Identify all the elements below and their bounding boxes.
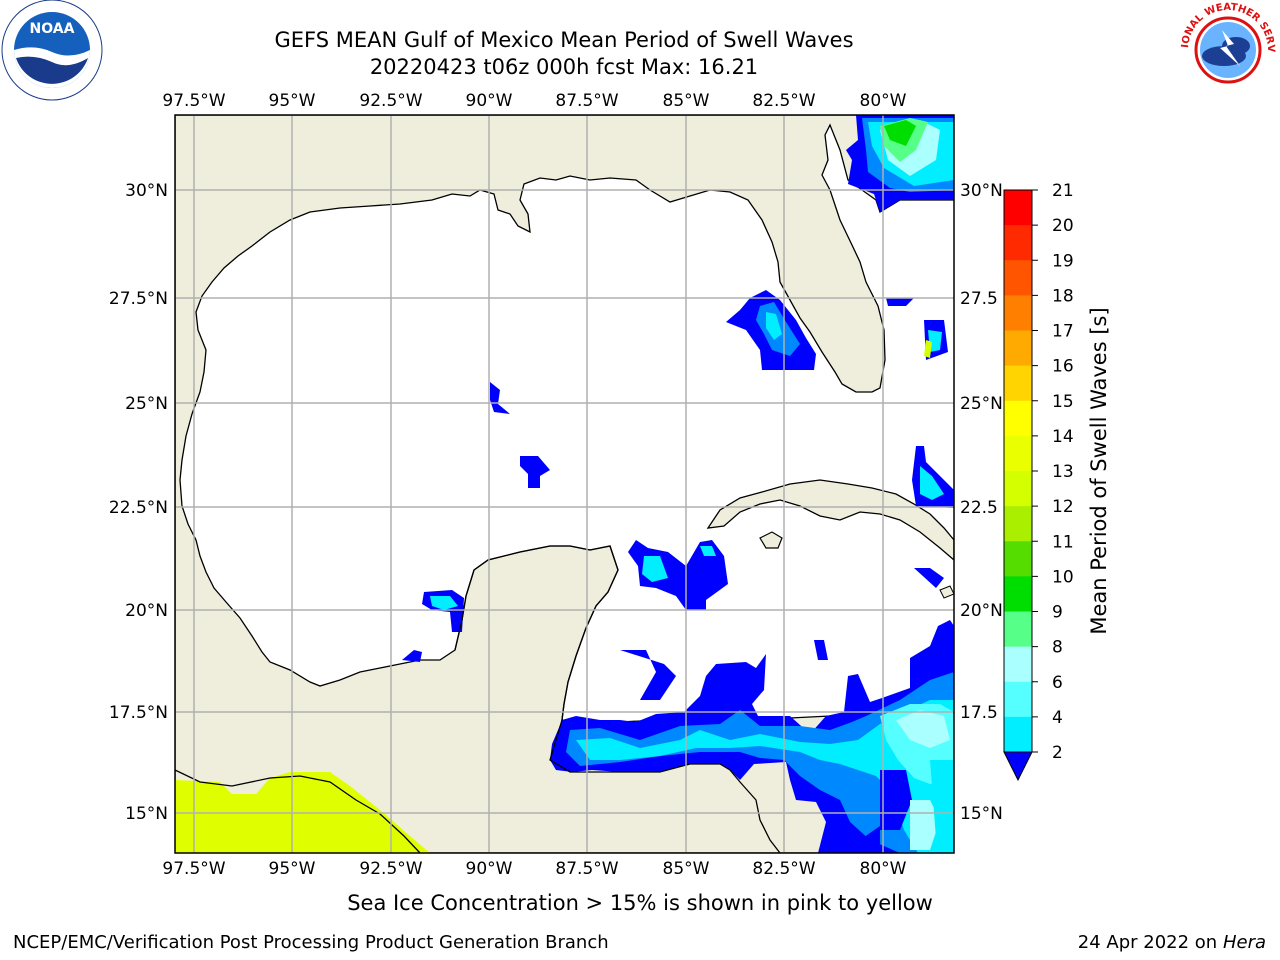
colorbar-swatch <box>1004 716 1032 753</box>
colorbar-swatch <box>1004 330 1032 367</box>
lon-label-top: 95°W <box>269 91 316 111</box>
lon-labels-bottom: 97.5°W 95°W 92.5°W 90°W 87.5°W 85°W 82.5… <box>162 859 906 879</box>
colorbar-tick-label: 2 <box>1052 743 1063 763</box>
lat-label-right: 30°N <box>960 181 1003 201</box>
lon-label-top: 92.5°W <box>359 91 422 111</box>
nws-logo: NATIONAL WEATHER SERVICE <box>1176 0 1276 98</box>
map-subtitle: 20220423 t06z 000h fcst Max: 16.21 <box>369 55 759 79</box>
swell-contours <box>402 115 954 853</box>
noaa-logo-text: NOAA <box>30 21 75 37</box>
colorbar-tick-label: 9 <box>1052 603 1063 623</box>
lon-labels-top: 97.5°W 95°W 92.5°W 90°W 87.5°W 85°W 82.5… <box>162 91 906 111</box>
lon-label-bottom: 87.5°W <box>555 859 618 879</box>
lat-label-left: 17.5°N <box>109 703 168 723</box>
colorbar-tick-label: 4 <box>1052 708 1063 728</box>
colorbar-swatch <box>1004 471 1032 507</box>
footer-credit: NCEP/EMC/Verification Post Processing Pr… <box>13 932 609 953</box>
footer-date-text: 24 Apr 2022 on <box>1077 932 1218 953</box>
lat-label-right: 22.5 <box>960 498 998 518</box>
lat-label-right: 17.5 <box>960 703 998 723</box>
footer-date: 24 Apr 2022 on Hera <box>1078 932 1266 953</box>
lon-label-bottom: 97.5°W <box>162 859 225 879</box>
colorbar-swatch <box>1004 400 1032 437</box>
graticule <box>175 115 954 853</box>
sea-ice-note: Sea Ice Concentration > 15% is shown in … <box>347 891 933 915</box>
colorbar-tick-label: 13 <box>1052 462 1074 482</box>
colorbar-tick-label: 21 <box>1052 181 1074 201</box>
colorbar-swatch <box>1004 435 1032 472</box>
land-small-island <box>939 585 954 599</box>
lon-label-top: 82.5°W <box>752 91 815 111</box>
footer-machine: Hera <box>1222 932 1266 953</box>
lat-label-left: 25°N <box>125 394 168 414</box>
colorbar-tick-label: 14 <box>1052 427 1074 447</box>
lon-label-bottom: 90°W <box>466 859 513 879</box>
lat-label-right: 15°N <box>960 804 1003 824</box>
colorbar-tick-label: 15 <box>1052 392 1074 412</box>
lon-label-top: 97.5°W <box>162 91 225 111</box>
land-isla-juventud <box>759 531 783 549</box>
colorbar-tick-label: 12 <box>1052 497 1074 517</box>
colorbar: 21 20 19 18 17 16 15 14 13 12 11 10 9 8 6 4 2 <box>1003 181 1074 782</box>
lon-label-bottom: 80°W <box>860 859 907 879</box>
lat-label-left: 27.5°N <box>109 289 168 309</box>
pacific-coast <box>175 769 421 853</box>
colorbar-swatch <box>1004 225 1032 261</box>
lat-label-left: 22.5°N <box>109 498 168 518</box>
colorbar-swatch <box>1004 260 1032 296</box>
lon-label-bottom: 95°W <box>269 859 316 879</box>
lat-labels-right: 30°N 27.5 25°N 22.5 20°N 17.5 15°N <box>960 181 1003 824</box>
colorbar-swatch <box>1004 681 1032 718</box>
lat-label-right: 20°N <box>960 601 1003 621</box>
colorbar-swatch <box>1004 576 1032 612</box>
colorbar-swatch <box>1004 646 1032 683</box>
colorbar-tick-label: 19 <box>1052 251 1074 271</box>
lat-label-left: 15°N <box>125 804 168 824</box>
noaa-logo: NOAA <box>1 0 103 101</box>
colorbar-swatch <box>1004 365 1032 402</box>
colorbar-tick-label: 16 <box>1052 357 1074 377</box>
colorbar-swatch <box>1004 295 1032 331</box>
colorbar-tick-label: 11 <box>1052 532 1074 552</box>
lat-label-left: 30°N <box>125 181 168 201</box>
lon-label-top: 80°W <box>860 91 907 111</box>
coast-yucatan <box>454 545 619 721</box>
colorbar-label: Mean Period of Swell Waves [s] <box>1087 307 1111 634</box>
lat-label-right: 25°N <box>960 394 1003 414</box>
lon-label-top: 85°W <box>663 91 710 111</box>
colorbar-swatch <box>1004 611 1032 648</box>
lat-label-right: 27.5 <box>960 289 998 309</box>
colorbar-swatch <box>1004 541 1032 577</box>
colorbar-swatch <box>1004 190 1032 226</box>
colorbar-tick-label: 17 <box>1052 322 1074 342</box>
lat-label-left: 20°N <box>125 601 168 621</box>
lon-label-top: 90°W <box>466 91 513 111</box>
lon-label-bottom: 85°W <box>663 859 710 879</box>
colorbar-swatch <box>1004 506 1032 542</box>
colorbar-tick-label: 20 <box>1052 216 1074 236</box>
lon-label-bottom: 92.5°W <box>359 859 422 879</box>
lat-labels-left: 30°N 27.5°N 25°N 22.5°N 20°N 17.5°N 15°N <box>109 181 168 824</box>
colorbar-tick-label: 18 <box>1052 286 1074 306</box>
map-title: GEFS MEAN Gulf of Mexico Mean Period of … <box>274 28 854 52</box>
colorbar-tick-label: 6 <box>1052 673 1063 693</box>
colorbar-tick-label: 10 <box>1052 567 1074 587</box>
land-cuba <box>706 479 954 561</box>
colorbar-tick-label: 8 <box>1052 638 1063 658</box>
map-frame <box>174 114 955 854</box>
colorbar-extension <box>1003 751 1033 782</box>
lon-label-top: 87.5°W <box>555 91 618 111</box>
lon-label-bottom: 82.5°W <box>752 859 815 879</box>
